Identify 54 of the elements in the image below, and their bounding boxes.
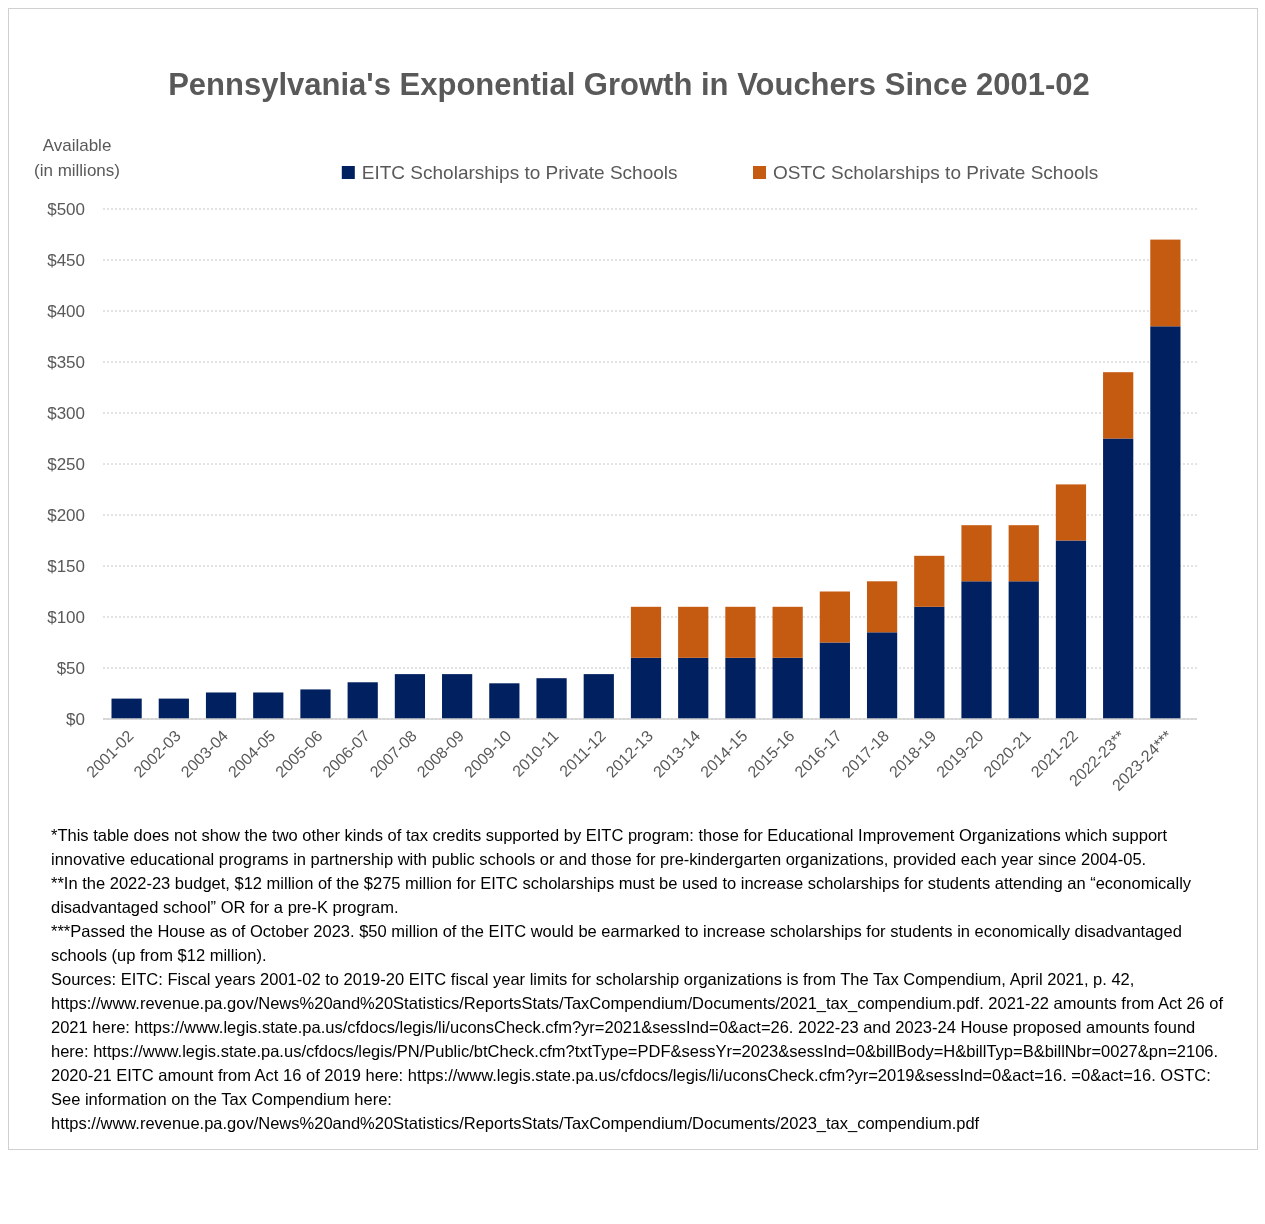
y-tick-label: $0	[66, 710, 85, 729]
bar	[678, 657, 709, 719]
bar	[866, 581, 898, 633]
bar	[158, 698, 189, 719]
bar	[725, 657, 756, 719]
bar	[489, 683, 520, 719]
text: ***Passed the House as of October 2023. $50 million of the EITC would be earmarked to increase scholarships for students in economically disadvantaged schools (up from $12 million).	[51, 921, 1183, 966]
bar	[1055, 540, 1087, 719]
bar	[1008, 581, 1039, 719]
y-tick-label: $300	[47, 404, 85, 423]
bar	[394, 674, 426, 719]
legend-label: OSTC Scholarships to Private Schools	[773, 162, 1099, 183]
text: **In the 2022-23 budget, $12 million of the $275 million for EITC scholarships must be used to increase scholarships for students attending an “economically disadvantaged school” OR for a pre-K program.	[51, 873, 1193, 918]
bar	[678, 606, 709, 658]
bar	[253, 692, 284, 719]
y-tick-label: $450	[47, 251, 85, 270]
y-tick-label: $350	[47, 353, 85, 372]
bar	[1008, 525, 1039, 582]
bar	[914, 555, 945, 607]
bar	[1055, 484, 1087, 541]
bar	[725, 606, 756, 658]
bar	[961, 525, 992, 582]
bar	[111, 698, 142, 719]
bar	[819, 642, 850, 719]
bar	[442, 674, 473, 719]
bar	[819, 591, 850, 643]
text: *This table does not show the two other kinds of tax credits supported by EITC program: those for Educational Improvement Organizations which support innovative educational programs in partnership with public schools or and those for pre-kindergarten organizations, provided each year since 2004-05.	[51, 825, 1169, 870]
bar	[630, 606, 662, 658]
bar	[1103, 372, 1134, 439]
bar	[630, 657, 662, 719]
chart-title: Pennsylvania's Exponential Growth in Vouchers Since 2001-02	[168, 67, 1090, 102]
y-tick-label: $100	[47, 608, 85, 627]
bar	[536, 678, 567, 719]
bar	[1150, 326, 1181, 719]
bar	[300, 689, 331, 719]
bar	[914, 606, 945, 719]
y-tick-label: $500	[47, 200, 85, 219]
y-tick-label: $150	[47, 557, 85, 576]
y-tick-label: $400	[47, 302, 85, 321]
bar	[205, 692, 237, 719]
bar	[347, 682, 378, 719]
y-tick-label: $200	[47, 506, 85, 525]
y-tick-label: $50	[56, 659, 85, 678]
bar	[1103, 438, 1134, 719]
y-tick-label: $250	[47, 455, 85, 474]
source-note: Sources: EITC: Fiscal years 2001-02 to 2019-20 EITC fiscal year limits for scholarship organizations is from The Tax Compendium, April 2021, p. 42, https://www.revenue.pa.gov/News%20and%20Statistics/ReportsStats/TaxCompendium/Documents/2021_tax_compendium.pdf. 2021-22 amounts from Act 26 of 2021 here: https://www.legis.state.pa.us/cfdocs/legis/li/uconsCheck.cfm?yr=2021&sessInd=0&act=26. 2022-23 and 2023-24 House proposed amounts found here: https://www.legis.state.pa.us/cfdocs/legis/PN/Public/btCheck.cfm?txtType=PDF&sessYr=2023&sessInd=0&billBody=H&billTyp=B&billNbr=0027&pn=2106. 2020-21 EITC amount from Act 16 of 2019 here: https://www.legis.state.pa.us/cfdocs/legis/li/uconsCheck.cfm?yr=2019&sessInd=0&act=16. =0&act=16. OSTC: See information on the Tax Compendium here: https://www.revenue.pa.gov/News%20and%20Statistics/ReportsStats/TaxCompendium/Documents/2023_tax_compendium.pdf	[51, 969, 1225, 1134]
legend-label: EITC Scholarships to Private Schools	[361, 162, 678, 183]
bar	[961, 581, 992, 719]
bar	[866, 632, 898, 719]
bar	[1150, 239, 1181, 327]
bar	[772, 606, 803, 658]
bar	[583, 674, 614, 719]
y-axis-title: Available (in millions)	[34, 136, 120, 180]
bar	[772, 657, 803, 719]
